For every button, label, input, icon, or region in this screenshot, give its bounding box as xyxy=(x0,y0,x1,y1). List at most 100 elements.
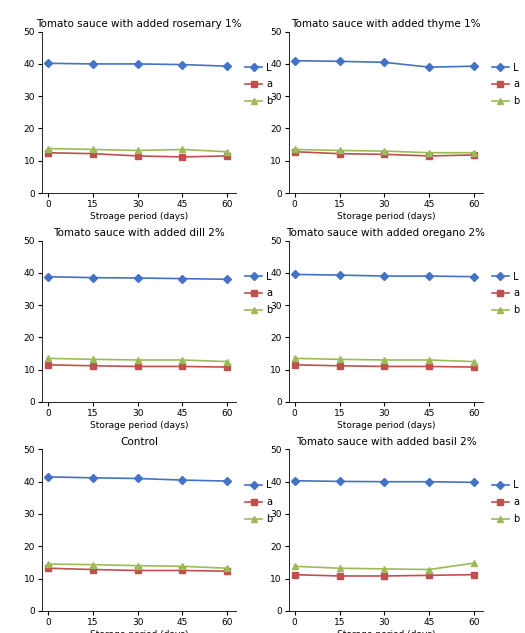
L xyxy=(90,474,96,482)
L xyxy=(224,477,230,485)
b xyxy=(337,356,343,363)
L xyxy=(426,478,433,486)
Line: L: L xyxy=(45,274,230,282)
Line: L: L xyxy=(292,478,477,485)
b xyxy=(291,146,298,153)
a xyxy=(426,572,433,579)
Legend: L, a, b: L, a, b xyxy=(243,270,275,317)
b xyxy=(426,149,433,156)
b xyxy=(180,356,186,364)
Legend: L, a, b: L, a, b xyxy=(243,61,275,108)
a xyxy=(381,572,387,580)
L xyxy=(45,273,51,280)
Line: a: a xyxy=(292,572,477,579)
b xyxy=(337,147,343,154)
b xyxy=(224,565,230,572)
a xyxy=(45,361,51,368)
a xyxy=(134,363,141,370)
Line: b: b xyxy=(45,146,230,154)
a xyxy=(337,572,343,580)
b xyxy=(180,563,186,570)
Line: a: a xyxy=(292,362,477,370)
L xyxy=(224,275,230,283)
L xyxy=(134,60,141,68)
b xyxy=(426,566,433,573)
a xyxy=(291,148,298,156)
Line: b: b xyxy=(292,147,477,156)
a xyxy=(45,565,51,572)
X-axis label: Storage period (days): Storage period (days) xyxy=(337,630,435,633)
Title: Tomato sauce with added dill 2%: Tomato sauce with added dill 2% xyxy=(53,229,225,239)
a xyxy=(426,363,433,370)
L xyxy=(180,61,186,68)
a xyxy=(134,152,141,160)
L xyxy=(381,58,387,66)
L xyxy=(337,272,343,279)
L xyxy=(180,275,186,282)
L xyxy=(45,473,51,480)
a xyxy=(337,150,343,158)
Line: L: L xyxy=(292,272,477,280)
Line: a: a xyxy=(292,149,477,159)
Line: a: a xyxy=(45,150,230,160)
Line: L: L xyxy=(45,474,230,484)
a xyxy=(45,149,51,156)
L xyxy=(337,477,343,485)
L xyxy=(134,274,141,282)
a xyxy=(471,571,477,579)
Line: a: a xyxy=(45,565,230,574)
L xyxy=(381,272,387,280)
a xyxy=(291,571,298,579)
b xyxy=(90,561,96,568)
L xyxy=(291,57,298,65)
Title: Tomato sauce with added thyme 1%: Tomato sauce with added thyme 1% xyxy=(291,20,480,30)
L xyxy=(291,271,298,279)
L xyxy=(45,60,51,67)
b xyxy=(90,146,96,153)
b xyxy=(224,148,230,156)
b xyxy=(45,354,51,362)
b xyxy=(134,562,141,570)
b xyxy=(426,356,433,364)
b xyxy=(291,354,298,362)
a xyxy=(224,363,230,371)
a xyxy=(471,363,477,371)
b xyxy=(134,147,141,154)
L xyxy=(90,60,96,68)
Line: a: a xyxy=(45,362,230,370)
b xyxy=(471,358,477,365)
b xyxy=(291,563,298,570)
Legend: L, a, b: L, a, b xyxy=(490,61,521,108)
a xyxy=(381,363,387,370)
b xyxy=(381,565,387,573)
Line: L: L xyxy=(292,58,477,70)
L xyxy=(426,272,433,280)
a xyxy=(180,363,186,370)
L xyxy=(471,63,477,70)
b xyxy=(471,560,477,567)
L xyxy=(224,63,230,70)
b xyxy=(45,560,51,568)
b xyxy=(381,356,387,364)
a xyxy=(180,567,186,574)
X-axis label: Storage period (days): Storage period (days) xyxy=(90,421,188,430)
L xyxy=(471,273,477,280)
b xyxy=(224,358,230,365)
b xyxy=(337,565,343,572)
X-axis label: Storage period (days): Storage period (days) xyxy=(90,630,188,633)
L xyxy=(337,58,343,65)
L xyxy=(291,477,298,484)
Title: Control: Control xyxy=(120,437,158,448)
Line: b: b xyxy=(292,356,477,365)
b xyxy=(134,356,141,364)
Legend: L, a, b: L, a, b xyxy=(490,270,521,317)
a xyxy=(134,567,141,574)
L xyxy=(180,476,186,484)
a xyxy=(291,361,298,368)
Line: L: L xyxy=(45,61,230,69)
Line: b: b xyxy=(45,356,230,365)
Legend: L, a, b: L, a, b xyxy=(243,479,275,526)
a xyxy=(90,566,96,573)
Title: Tomato sauce with added basil 2%: Tomato sauce with added basil 2% xyxy=(296,437,476,448)
b xyxy=(180,146,186,153)
